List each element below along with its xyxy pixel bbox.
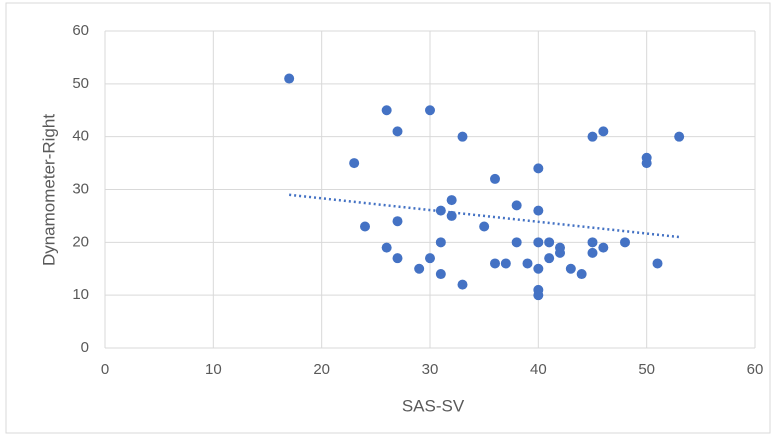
point [284,73,295,84]
point [522,258,533,269]
point [392,216,403,227]
point [457,279,468,290]
point [446,195,457,206]
x-tick-label: 10 [205,361,222,378]
x-tick-label: 40 [530,361,547,378]
x-tick-label: 20 [313,361,330,378]
y-tick-label: 60 [72,22,89,39]
point [511,237,522,248]
y-tick-label: 40 [72,128,89,145]
point [392,253,403,264]
point [435,237,446,248]
x-tick-label: 30 [422,361,439,378]
point [641,158,652,169]
point [349,158,360,169]
point [479,221,490,232]
y-axis-title: Dynamometer-Right [39,114,58,266]
y-tick-label: 10 [72,286,89,303]
point [598,126,609,137]
point [544,237,555,248]
point [587,247,598,258]
point [490,258,500,269]
point [446,210,457,221]
point [457,131,468,142]
x-tick-label: 0 [101,361,109,378]
point [392,126,403,137]
point [425,105,435,116]
point [533,205,544,216]
point [544,253,555,264]
point [435,205,446,216]
x-axis-title: SAS-SV [402,396,465,415]
point [587,237,598,248]
point [533,163,544,174]
point [533,290,544,301]
point [652,258,663,269]
point [381,105,392,116]
point [674,131,685,142]
point [511,200,522,211]
y-tick-label: 20 [72,233,89,250]
point [360,221,370,232]
point [620,237,630,248]
chart-border [5,2,771,434]
point [576,269,587,280]
trendline [289,193,680,239]
point [435,269,446,280]
x-tick-label: 50 [638,361,655,378]
point [587,131,598,142]
point [565,263,576,274]
y-tick-label: 50 [72,75,89,92]
point [500,258,511,269]
point [381,242,392,253]
point [533,237,544,248]
point [555,247,565,258]
y-tick-label: 30 [72,180,89,197]
point [425,253,435,264]
y-tick-label: 0 [81,339,89,356]
x-tick-label: 60 [747,361,764,378]
point [414,263,425,274]
point [533,263,544,274]
point [490,173,500,184]
point [598,242,609,253]
